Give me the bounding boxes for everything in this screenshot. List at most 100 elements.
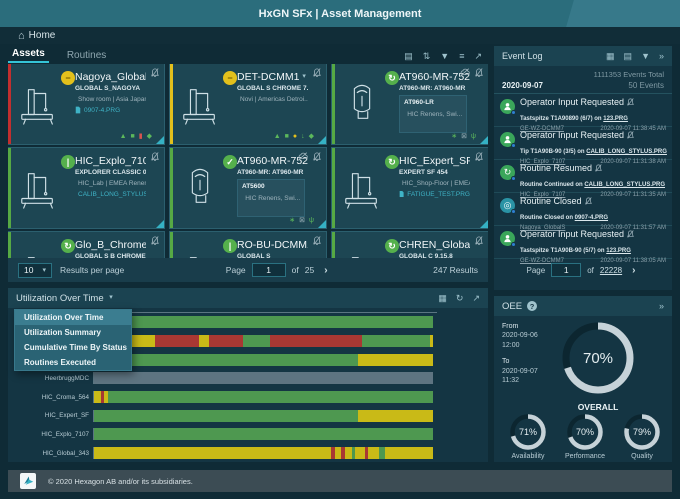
operator-icon: [504, 136, 511, 144]
filter-icon[interactable]: ▼: [641, 51, 650, 61]
asset-card[interactable]: ↻ AT960-MR-75248...▾ AT960-MR: AT960-MR …: [331, 64, 488, 145]
asset-routine-file[interactable]: FATIGUE_TEST.PRG: [407, 190, 470, 198]
chart-type-menu-item[interactable]: Utilization Summary: [24, 328, 101, 337]
asset-card[interactable]: ↻ CHREN_GlobalC2▾ GLOBAL C 9.15.8: [331, 231, 488, 258]
bar-segment-idle: [94, 447, 332, 460]
notifications-muted-icon[interactable]: [627, 131, 634, 139]
refresh-icon[interactable]: ↻: [455, 293, 464, 303]
help-icon[interactable]: ?: [527, 301, 538, 311]
asset-card-grid: − Nagoya_GlobalS▾ GLOBAL S_NAGOYA: [8, 64, 488, 258]
event-asset-link[interactable]: GE-WZ-DCMM7: [520, 126, 564, 132]
notifications-muted-icon[interactable]: [313, 236, 321, 245]
power-plug-icon: ψ: [309, 217, 314, 224]
asset-card[interactable]: − DET-DCMM1▾ GLOBAL S CHROME 7.10...: [169, 64, 327, 145]
notifications-muted-icon[interactable]: [627, 230, 634, 238]
event-asset-link[interactable]: HIC_Explo_7107: [520, 192, 566, 198]
notifications-muted-icon[interactable]: [151, 68, 159, 77]
page-label: Page: [225, 265, 246, 275]
from-time: 12:00: [502, 341, 520, 349]
collapse-panel-icon[interactable]: »: [658, 301, 664, 311]
tab-routines[interactable]: Routines: [66, 50, 107, 61]
asset-card[interactable]: ↻ HIC_Expert_SF▾ EXPERT SF 454: [331, 147, 488, 229]
chart-type-menu-item[interactable]: Cumulative Time By Status: [24, 343, 127, 352]
asset-name-text: DET-DCMM1: [237, 71, 300, 83]
metric-label: Quality: [631, 453, 653, 460]
sort-icon[interactable]: ⇅: [422, 51, 431, 61]
notifications-muted-icon[interactable]: [151, 236, 159, 245]
asset-name-text: AT960-MR-75248...: [399, 71, 470, 83]
chart-type-menu-item[interactable]: Routines Executed: [24, 358, 97, 367]
next-page-button[interactable]: ›: [632, 264, 636, 276]
event-log-item[interactable]: ↻ ◎ Routine Closed Routine Closed on 090…: [494, 193, 672, 231]
event-file-link[interactable]: CALIB_LONG_STYLUS.PRG: [586, 149, 667, 155]
page-footer: © 2020 Hexagon AB and/or its subsidiarie…: [8, 470, 672, 492]
notifications-muted-icon[interactable]: [475, 152, 483, 161]
calendar-icon[interactable]: ▦: [438, 293, 447, 303]
card-corner-fold: [156, 136, 164, 144]
home-icon[interactable]: ⌂: [18, 29, 25, 42]
event-file-link[interactable]: 123.PRG: [606, 248, 631, 254]
chart-type-menu-item[interactable]: Utilization Over Time: [15, 310, 131, 325]
view-options-icon[interactable]: ≡: [459, 51, 465, 61]
collapse-panel-icon[interactable]: »: [658, 51, 664, 61]
event-log-item[interactable]: ↻ ◎ Operator Input Requested Tip T1A90B-…: [494, 127, 672, 165]
event-log-item[interactable]: ↻ ◎ Operator Input Requested Tastspitze …: [494, 94, 672, 132]
asset-location: HIC_Shop-Floor | EMEA Renens: [402, 179, 470, 187]
asset-name-text: RO-BU-DCMM1: [237, 239, 308, 251]
event-page-input[interactable]: [551, 263, 582, 277]
asset-name: DET-DCMM1 ▾: [237, 71, 308, 83]
calendar-icon[interactable]: ▦: [606, 51, 615, 61]
export-report-icon[interactable]: ▤: [404, 51, 413, 61]
event-log-panel: Event Log ▦ ▤ ▼ » 1111353 Events Total 2…: [494, 46, 672, 290]
chart-type-select[interactable]: Utilization Over Time ▾: [16, 293, 113, 304]
asset-routine-file[interactable]: CALIB_LONG_STYLUS.PRG: [78, 190, 146, 198]
hexagon-logo: [20, 473, 36, 489]
metric-value: 70%: [575, 427, 594, 437]
results-count: 247 Results: [433, 265, 478, 275]
bar-segment-idle: [368, 447, 379, 460]
of-label: of: [291, 265, 299, 275]
results-per-page-select[interactable]: 10 ▾: [18, 262, 52, 278]
total-pages: 25: [304, 265, 315, 275]
event-log-item[interactable]: ↻ ◎ Operator Input Requested Tastspitze …: [494, 226, 672, 264]
fullscreen-icon[interactable]: ↗: [474, 51, 482, 61]
notifications-muted-icon[interactable]: [475, 68, 483, 77]
notifications-muted-icon[interactable]: [313, 152, 321, 161]
next-page-button[interactable]: ›: [324, 264, 328, 276]
event-title: Routine Closed: [520, 196, 582, 206]
asset-card[interactable]: ✓ AT960-MR-75248...▾ AT960-MR: AT960-MR …: [169, 147, 327, 229]
event-file-link[interactable]: 0907-4.PRG: [574, 215, 609, 221]
event-asset-link[interactable]: HIC_Explo_7107: [520, 159, 566, 165]
asset-model: EXPLORER CLASSIC 07....: [75, 169, 146, 176]
asset-card[interactable]: | RO-BU-DCMM1▾ GLOBAL S: [169, 231, 327, 258]
asset-status-badge-icon: ↻: [385, 239, 399, 253]
event-asset-link[interactable]: GE-WZ-DCMM7: [520, 258, 564, 264]
part-status-icon: ■: [284, 133, 289, 140]
from-date: 2020-09-06: [502, 332, 538, 340]
notifications-muted-icon[interactable]: [313, 68, 321, 77]
notifications-muted-icon[interactable]: [584, 197, 592, 205]
event-file-link[interactable]: CALIB_LONG_STYLUS.PRG: [584, 182, 666, 188]
asset-location: HIC Renens, Swi...: [245, 194, 301, 202]
asset-card[interactable]: | HIC_Explo_7107▾ EXPLORER CLASSIC 07...…: [8, 147, 165, 229]
asset-card[interactable]: − Nagoya_GlobalS▾ GLOBAL S_NAGOYA: [8, 64, 165, 145]
notifications-muted-icon[interactable]: [151, 152, 159, 161]
notifications-muted-icon[interactable]: [475, 236, 483, 245]
notifications-muted-icon[interactable]: [595, 164, 602, 172]
asset-card[interactable]: ↻ Glo_B_Chrome▾ GLOBAL S B CHROME 07...: [8, 231, 165, 258]
fullscreen-icon[interactable]: ↗: [472, 293, 480, 303]
status-timeline-bar: [93, 409, 433, 422]
notifications-muted-icon[interactable]: [627, 98, 634, 106]
asset-routine-file[interactable]: 0907-4.PRG: [84, 106, 121, 114]
bar-segment-idle: [94, 391, 101, 404]
event-file-link[interactable]: 123.PRG: [603, 116, 628, 122]
breadcrumb-home[interactable]: Home: [28, 30, 56, 41]
page-number-input[interactable]: [251, 263, 286, 277]
event-asset-link[interactable]: Nagoya_GlobalS: [520, 225, 566, 231]
event-log-item[interactable]: ↻ ◎ Routine Resumed Routine Continued on…: [494, 160, 672, 198]
export-report-icon[interactable]: ▤: [623, 51, 633, 61]
tab-assets[interactable]: Assets: [8, 48, 49, 63]
event-total-pages-link[interactable]: 22228: [599, 265, 623, 275]
filter-icon[interactable]: ▼: [440, 51, 450, 61]
chevron-down-icon[interactable]: ▾: [302, 73, 306, 80]
